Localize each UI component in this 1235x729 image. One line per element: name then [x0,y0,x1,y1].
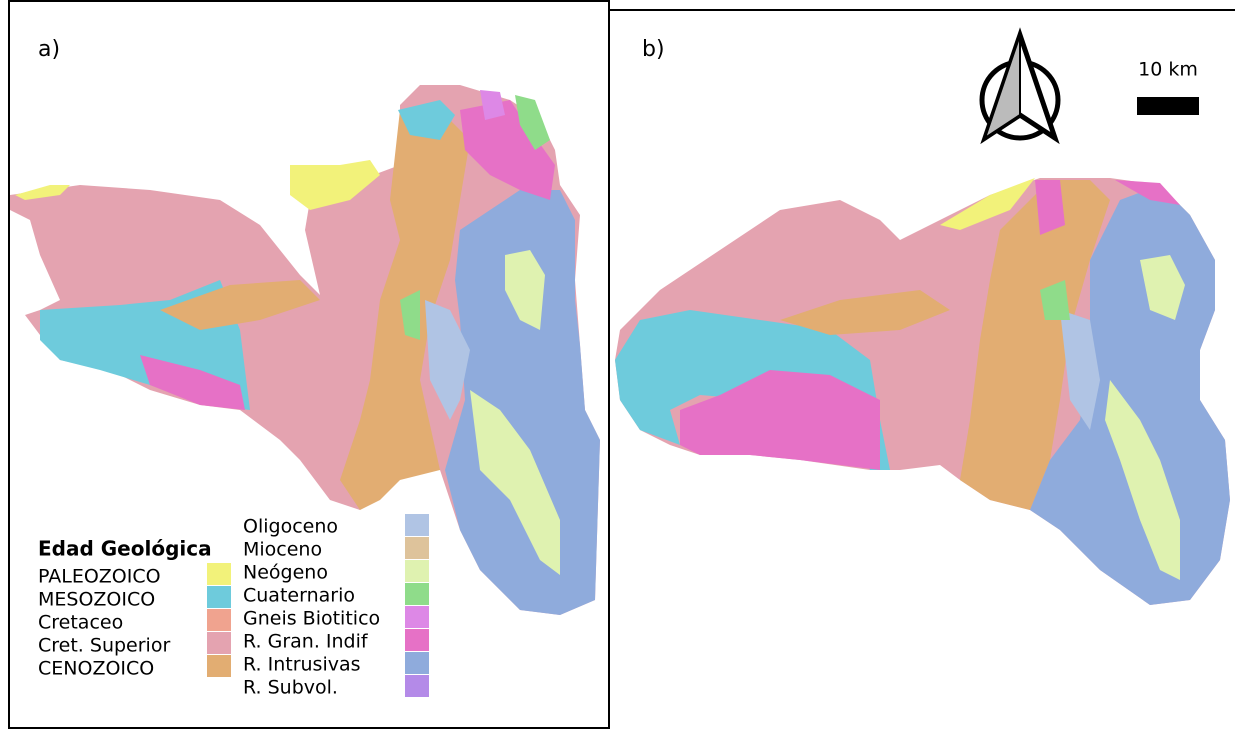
panel-label: b) [642,37,665,62]
legend-label: Neógeno [243,562,328,584]
legend-label: Cretaceo [38,612,123,634]
legend-label: R. Intrusivas [243,654,361,676]
legend-swatch [405,537,429,559]
legend-swatch [207,655,231,677]
legend-swatch [207,563,231,585]
legend-label: PALEOZOICO [38,566,161,588]
legend-swatch [405,606,429,628]
legend-label: R. Gran. Indif [243,631,369,653]
scale-bar [1137,97,1199,115]
legend-label: Gneis Biotitico [243,608,380,630]
legend-swatch [405,560,429,582]
legend-swatch [405,652,429,674]
legend-swatch [405,583,429,605]
figure: 10 km a) b) Edad Geológica PALEOZOICOMES… [0,0,1235,729]
legend-label: R. Subvol. [243,677,338,699]
legend-label: Oligoceno [243,516,338,538]
panel-label: a) [38,37,60,62]
legend-swatch [207,586,231,608]
legend-swatch [405,675,429,697]
legend-label: CENOZOICO [38,658,154,680]
legend-label: MESOZOICO [38,589,155,611]
legend-label: Mioceno [243,539,322,561]
legend-label: Cuaternario [243,585,355,607]
legend-swatch [207,609,231,631]
scale-label: 10 km [1138,59,1198,81]
legend-swatch [207,632,231,654]
legend-title: Edad Geológica [38,537,212,561]
legend-swatch [405,514,429,536]
geo-unit [1035,180,1065,235]
legend-swatch [405,629,429,651]
legend-label: Cret. Superior [38,635,170,657]
